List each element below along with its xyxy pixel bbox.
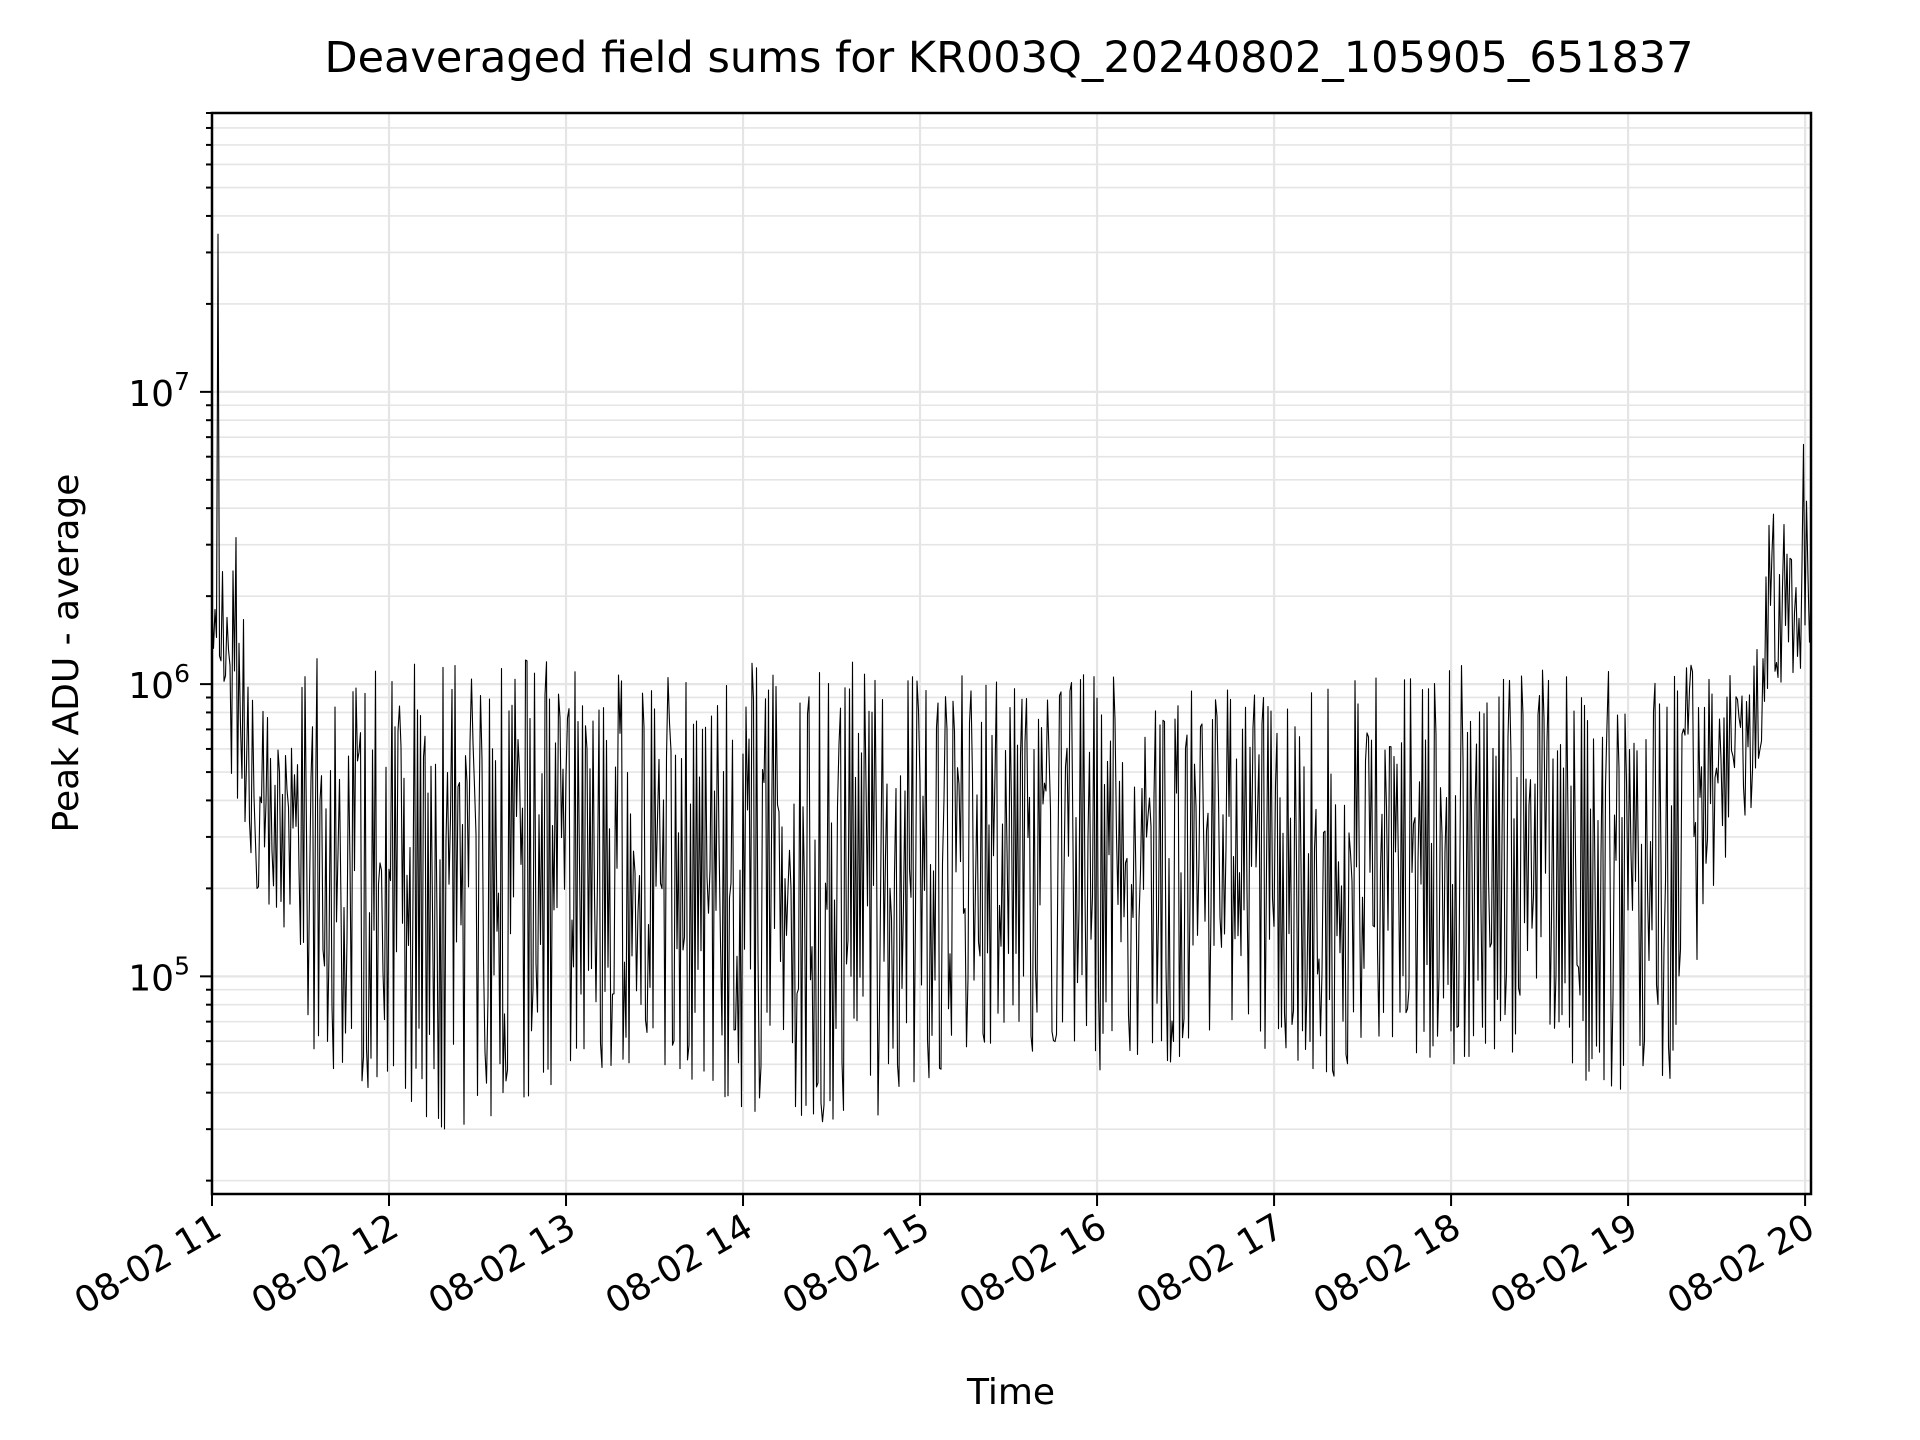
y-tick-label: 107 bbox=[128, 367, 190, 415]
x-tick-label: 08-02 12 bbox=[245, 1206, 406, 1322]
x-tick-label: 08-02 11 bbox=[68, 1206, 229, 1322]
y-tick-label-exponent: 6 bbox=[174, 659, 190, 688]
x-tick-label: 08-02 18 bbox=[1307, 1206, 1468, 1322]
y-tick-label-exponent: 5 bbox=[174, 951, 190, 980]
x-tick-label: 08-02 15 bbox=[776, 1206, 937, 1322]
x-axis: 08-02 11 08-02 12 08-02 13 08-02 14 08-02 15… bbox=[68, 1194, 1822, 1323]
y-tick-label-base: 10 bbox=[128, 374, 174, 415]
x-tick-label: 08-02 14 bbox=[599, 1206, 760, 1322]
x-axis-label: Time bbox=[966, 1372, 1055, 1413]
chart-title: Deaveraged field sums for KR003Q_2024080… bbox=[324, 33, 1693, 83]
plot-frame bbox=[210, 111, 1813, 1196]
y-axis-label: Peak ADU - average bbox=[46, 474, 87, 833]
y-tick-label-base: 10 bbox=[128, 958, 174, 999]
y-tick-label: 106 bbox=[128, 659, 190, 707]
y-tick-label-exponent: 7 bbox=[174, 367, 190, 396]
series-line bbox=[211, 233, 1812, 1130]
y-tick-label: 105 bbox=[128, 951, 190, 999]
series-path bbox=[211, 233, 1812, 1130]
x-tick-label: 08-02 16 bbox=[953, 1206, 1114, 1322]
x-tick-label: 08-02 19 bbox=[1484, 1206, 1645, 1322]
x-tick-label: 08-02 17 bbox=[1130, 1206, 1291, 1322]
x-tick-label: 08-02 20 bbox=[1661, 1206, 1822, 1322]
y-tick-label-base: 10 bbox=[128, 666, 174, 707]
grid bbox=[210, 112, 1811, 1194]
x-tick-label: 08-02 13 bbox=[422, 1206, 583, 1322]
